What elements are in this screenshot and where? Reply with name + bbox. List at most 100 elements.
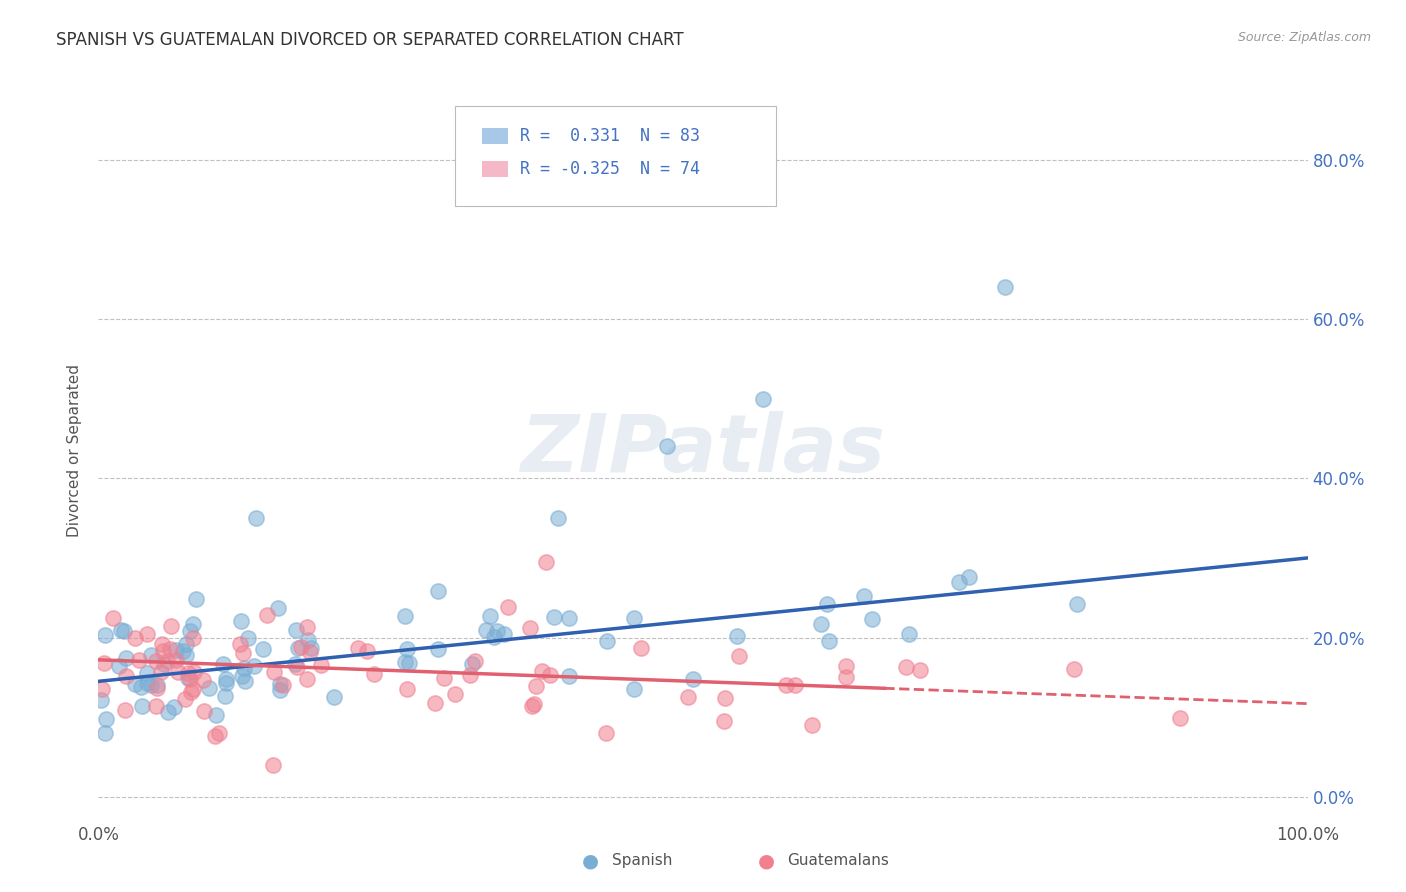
Point bbox=[752, 392, 775, 406]
Point bbox=[145, 698, 167, 713]
Point bbox=[287, 641, 309, 656]
Point bbox=[262, 758, 284, 772]
Point bbox=[177, 672, 200, 686]
Point bbox=[156, 654, 179, 668]
Point bbox=[427, 642, 450, 657]
Bar bbox=[482, 161, 509, 178]
Text: R =  0.331  N = 83: R = 0.331 N = 83 bbox=[520, 127, 700, 145]
Point bbox=[204, 730, 226, 744]
Point bbox=[115, 650, 138, 665]
Point bbox=[519, 621, 541, 635]
Text: SPANISH VS GUATEMALAN DIVORCED OR SEPARATED CORRELATION CHART: SPANISH VS GUATEMALAN DIVORCED OR SEPARA… bbox=[56, 31, 683, 49]
Point bbox=[172, 644, 194, 658]
Point bbox=[948, 574, 970, 589]
Point bbox=[205, 708, 228, 723]
Point bbox=[152, 644, 174, 658]
Point bbox=[157, 705, 180, 719]
Point bbox=[252, 642, 274, 657]
Point bbox=[557, 611, 579, 625]
Point bbox=[112, 624, 135, 638]
Point bbox=[297, 632, 319, 647]
Point bbox=[492, 627, 515, 641]
Point bbox=[396, 642, 419, 657]
Point bbox=[128, 653, 150, 667]
FancyBboxPatch shape bbox=[456, 106, 776, 206]
Text: ●: ● bbox=[582, 851, 599, 871]
Bar bbox=[482, 128, 509, 144]
Point bbox=[215, 676, 238, 690]
Point bbox=[725, 629, 748, 643]
Point bbox=[596, 634, 619, 648]
Point bbox=[676, 690, 699, 705]
Point bbox=[243, 658, 266, 673]
Point bbox=[228, 637, 250, 651]
Point bbox=[727, 649, 749, 664]
Point bbox=[110, 624, 132, 638]
Point bbox=[311, 658, 333, 673]
Point bbox=[298, 645, 321, 659]
Point bbox=[295, 620, 318, 634]
Point bbox=[398, 657, 420, 671]
Point bbox=[1066, 597, 1088, 611]
Point bbox=[174, 692, 197, 706]
Point bbox=[347, 640, 370, 655]
Point bbox=[94, 726, 117, 740]
Text: Spanish: Spanish bbox=[612, 854, 672, 868]
Point bbox=[595, 726, 617, 740]
Point bbox=[267, 601, 290, 615]
Point bbox=[894, 659, 917, 673]
Point bbox=[285, 660, 308, 674]
Point bbox=[214, 689, 236, 703]
Point bbox=[256, 607, 278, 622]
Point bbox=[444, 687, 467, 701]
Point bbox=[181, 617, 204, 632]
Point bbox=[426, 584, 449, 599]
Point bbox=[183, 665, 205, 679]
Point bbox=[543, 610, 565, 624]
Point bbox=[713, 714, 735, 728]
Point bbox=[464, 654, 486, 668]
Point bbox=[93, 656, 115, 670]
Point bbox=[531, 664, 554, 678]
Point bbox=[176, 637, 198, 651]
Point bbox=[897, 627, 920, 641]
Point bbox=[910, 663, 932, 677]
Point bbox=[135, 676, 157, 690]
Text: Guatemalans: Guatemalans bbox=[787, 854, 889, 868]
Point bbox=[159, 642, 181, 657]
Point bbox=[167, 665, 190, 679]
Point bbox=[394, 609, 416, 624]
Point bbox=[229, 615, 252, 629]
Point bbox=[271, 678, 294, 692]
Point bbox=[363, 667, 385, 681]
Point bbox=[124, 631, 146, 645]
Point bbox=[235, 674, 257, 689]
Point bbox=[486, 624, 509, 638]
Point bbox=[150, 665, 173, 680]
Point bbox=[181, 682, 204, 697]
Point bbox=[176, 666, 198, 681]
Point bbox=[184, 592, 207, 607]
Text: R = -0.325  N = 74: R = -0.325 N = 74 bbox=[520, 161, 700, 178]
Point bbox=[523, 697, 546, 711]
Text: ●: ● bbox=[758, 851, 775, 871]
Point bbox=[284, 657, 307, 671]
Point bbox=[290, 640, 312, 654]
Point bbox=[783, 678, 806, 692]
Point bbox=[160, 618, 183, 632]
Point bbox=[1063, 662, 1085, 676]
Point bbox=[269, 682, 291, 697]
Point bbox=[181, 631, 204, 645]
Point bbox=[323, 690, 346, 704]
Point bbox=[534, 555, 557, 569]
Point bbox=[714, 690, 737, 705]
Point bbox=[163, 700, 186, 714]
Point bbox=[236, 632, 259, 646]
Point bbox=[957, 570, 980, 584]
Point bbox=[136, 626, 159, 640]
Point bbox=[423, 696, 446, 710]
Point bbox=[835, 658, 858, 673]
Point bbox=[356, 643, 378, 657]
Point bbox=[623, 681, 645, 696]
Point bbox=[835, 670, 858, 684]
